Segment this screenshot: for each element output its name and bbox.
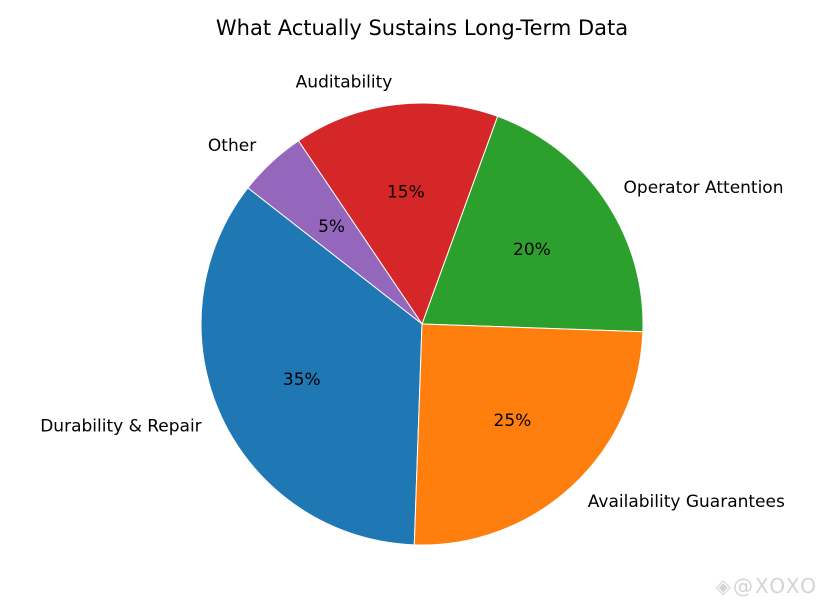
- diamond-logo-icon: ◈: [715, 574, 733, 598]
- pct-label-durability-repair: 35%: [283, 370, 321, 390]
- pct-label-auditability: 15%: [387, 182, 425, 202]
- pie-slice-availability-guarantees: [413, 323, 644, 546]
- slice-label-other: Other: [208, 136, 256, 156]
- slice-label-durability-repair: Durability & Repair: [40, 417, 201, 437]
- watermark: ◈@XOXO: [716, 574, 818, 598]
- pct-label-operator-attention: 20%: [513, 240, 551, 260]
- chart-title: What Actually Sustains Long-Term Data: [215, 16, 629, 40]
- slice-label-auditability: Auditability: [296, 73, 393, 93]
- slice-label-availability-guarantees: Availability Guarantees: [588, 492, 785, 512]
- slice-label-operator-attention: Operator Attention: [624, 178, 784, 198]
- pct-label-availability-guarantees: 25%: [494, 411, 532, 431]
- watermark-text: @XOXO: [732, 574, 818, 598]
- pie-slice-durability-repair: [200, 187, 423, 546]
- pie-slice-auditability: [297, 102, 499, 326]
- pct-label-other: 5%: [318, 217, 345, 237]
- pie-slice-operator-attention: [421, 115, 644, 333]
